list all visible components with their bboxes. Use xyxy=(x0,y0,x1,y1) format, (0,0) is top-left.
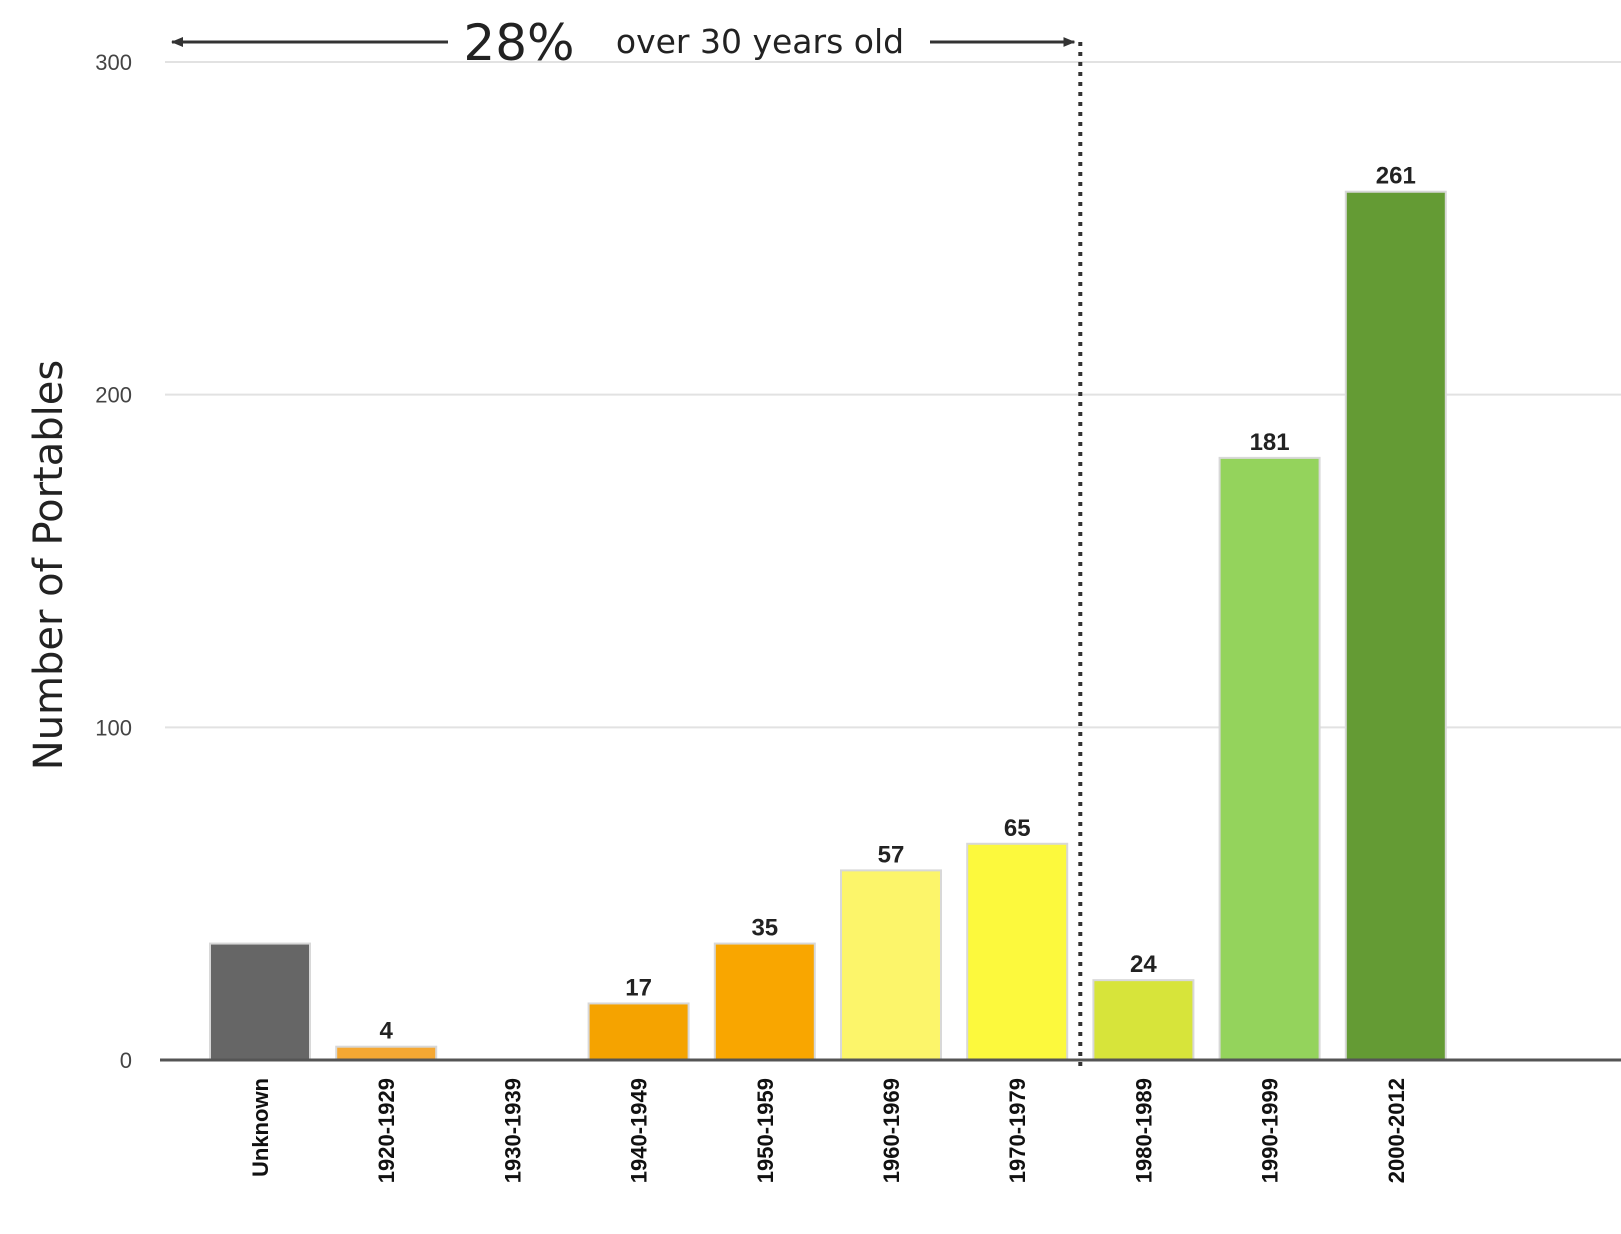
bar-value-label-1920-1929: 4 xyxy=(380,1018,394,1045)
bar-value-label-1970-1979: 65 xyxy=(1004,815,1031,842)
bar-value-label-2000-2012: 261 xyxy=(1376,163,1416,190)
category-label-unknown: Unknown xyxy=(248,1078,273,1177)
category-label-1990-1999: 1990-1999 xyxy=(1258,1078,1283,1183)
bar-value-label-1960-1969: 57 xyxy=(878,841,905,868)
bar-2000-2012 xyxy=(1344,190,1447,1062)
annotation-text: over 30 years old xyxy=(616,22,904,61)
annotation-percent: 28% xyxy=(463,14,574,72)
bar-1950-1959 xyxy=(713,942,816,1061)
y-axis-ticks: 0 100 200 300 xyxy=(95,50,132,1073)
bar-1970-1979 xyxy=(966,842,1069,1061)
category-label-1950-1959: 1950-1959 xyxy=(753,1078,778,1183)
bar-1980-1989 xyxy=(1092,979,1195,1061)
bar-1920-1929 xyxy=(335,1045,438,1062)
category-label-1930-1939: 1930-1939 xyxy=(500,1078,525,1183)
y-tick-label-100: 100 xyxy=(95,715,132,740)
bar-value-label-1990-1999: 181 xyxy=(1250,429,1290,456)
y-tick-label-200: 200 xyxy=(95,383,132,408)
bar-1940-1949 xyxy=(587,1002,690,1061)
category-label-1970-1979: 1970-1979 xyxy=(1005,1078,1030,1183)
bar-unknown xyxy=(209,942,311,1061)
y-axis-label: Number of Portables xyxy=(26,360,72,770)
y-tick-label-0: 0 xyxy=(120,1048,132,1073)
bar-value-labels: 4 17 35 57 65 24 181 261 xyxy=(380,163,1416,1045)
bar-value-label-1950-1959: 35 xyxy=(751,915,778,942)
category-labels: Unknown 1920-1929 1930-1939 1940-1949 1950-1… xyxy=(248,1078,1409,1183)
category-label-1960-1969: 1960-1969 xyxy=(879,1078,904,1183)
bar-value-label-1980-1989: 24 xyxy=(1130,951,1157,978)
age-annotation: 28% over 30 years old xyxy=(171,14,1076,72)
category-label-1940-1949: 1940-1949 xyxy=(627,1078,652,1183)
bar-value-label-1940-1949: 17 xyxy=(625,974,652,1001)
bar-1990-1999 xyxy=(1218,456,1321,1061)
bars xyxy=(209,190,1447,1062)
category-label-2000-2012: 2000-2012 xyxy=(1384,1078,1409,1183)
bar-1960-1969 xyxy=(840,869,942,1061)
category-label-1920-1929: 1920-1929 xyxy=(374,1078,399,1183)
y-tick-label-300: 300 xyxy=(95,50,132,75)
category-label-1980-1989: 1980-1989 xyxy=(1131,1078,1156,1183)
